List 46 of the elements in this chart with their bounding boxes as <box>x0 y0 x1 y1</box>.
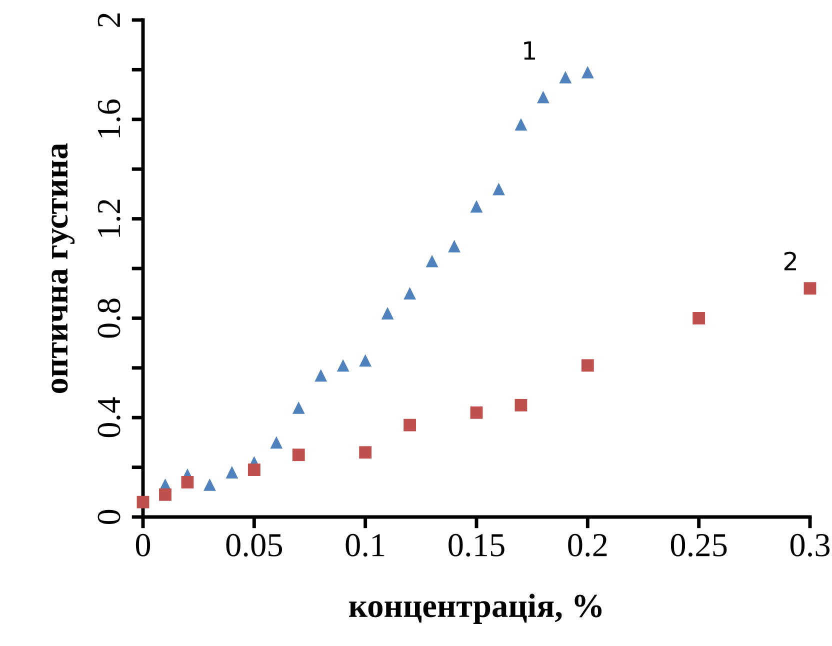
x-tick-label: 0.25 <box>670 534 727 557</box>
x-tick-label: 0.05 <box>226 534 282 557</box>
point <box>581 359 594 372</box>
point <box>492 182 505 196</box>
point <box>536 90 550 104</box>
point <box>270 436 283 449</box>
x-tick-label: 0.1 <box>346 534 384 557</box>
x-tick-label: 0.2 <box>568 534 607 557</box>
y-axis-title: оптична густина <box>52 143 75 393</box>
point <box>404 418 416 432</box>
point <box>426 254 438 268</box>
point <box>203 478 216 491</box>
series-label: 2 <box>784 252 796 270</box>
point <box>692 312 706 324</box>
point <box>314 369 328 382</box>
y-tick-label: 1.6 <box>98 100 120 138</box>
x-axis-title: концентрація, % <box>349 594 602 624</box>
point <box>181 476 194 488</box>
y-tick-label: 1.2 <box>98 200 120 237</box>
point <box>359 354 372 367</box>
x-tick-label: 0.15 <box>448 534 504 557</box>
point <box>514 118 528 131</box>
point <box>470 406 483 419</box>
point <box>136 496 150 508</box>
y-tick-label: 0.8 <box>98 298 120 338</box>
y-tick-label: 0 <box>98 510 120 524</box>
point <box>159 488 172 501</box>
point <box>804 282 816 295</box>
point <box>292 448 305 462</box>
point <box>381 307 394 320</box>
x-tick-label: 0 <box>136 534 150 556</box>
point <box>470 200 483 213</box>
point <box>359 446 372 459</box>
point <box>226 466 238 478</box>
point <box>404 287 416 300</box>
point <box>559 70 572 84</box>
y-tick-label: 2 <box>98 14 120 27</box>
point <box>292 401 305 414</box>
series-label: 1 <box>524 41 535 60</box>
point <box>336 359 350 372</box>
point <box>248 464 260 476</box>
y-tick-label: 0.4 <box>98 397 120 438</box>
point <box>448 240 460 252</box>
x-tick-label: 0.3 <box>790 534 830 557</box>
point <box>514 398 528 412</box>
point <box>581 66 594 78</box>
